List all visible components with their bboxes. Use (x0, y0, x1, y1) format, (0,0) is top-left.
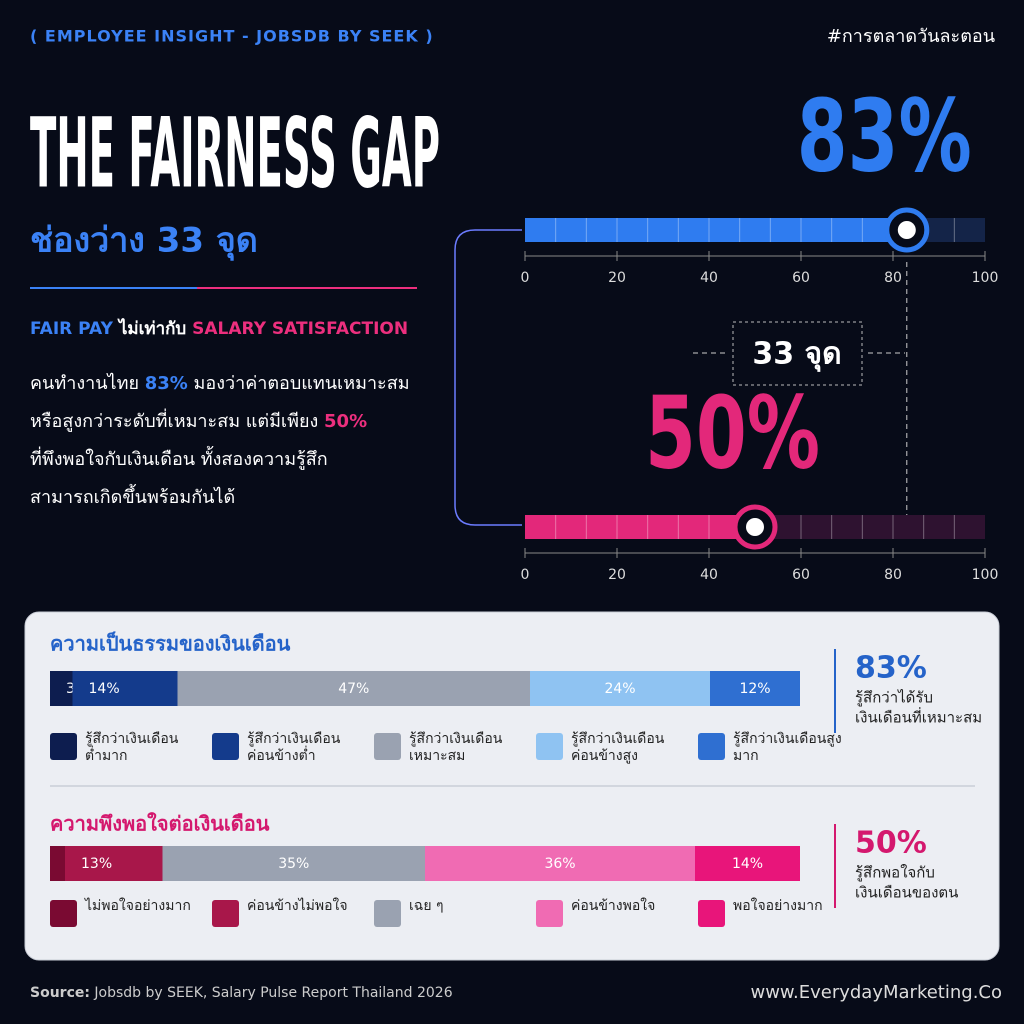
segment (65, 846, 163, 881)
body-part: มองว่าค่าตอบแทนเหมาะสม (187, 373, 410, 394)
tick-label: 0 (521, 567, 530, 583)
summary-line: รู้สึกว่าได้รับ (855, 689, 933, 707)
legend-swatch (374, 900, 401, 927)
body-part: หรือสูงกว่าระดับที่เหมาะสม แต่มีเพียง (30, 411, 325, 432)
segment (50, 671, 73, 706)
source-label: Source: (30, 985, 90, 1001)
title: THE FAIRNESS GAP (30, 97, 440, 209)
body-line: คนทำงานไทย 83% มองว่าค่าตอบแทนเหมาะสม (30, 368, 410, 397)
section-title: ความเป็นธรรมของเงินเดือน (50, 631, 291, 656)
summary-line: เงินเดือนของตน (855, 884, 958, 902)
body-line: ที่พึงพอใจกับเงินเดือน ทั้งสองความรู้สึก (30, 444, 328, 473)
summary-line: รู้สึกพอใจกับ (855, 864, 935, 882)
tick-label: 80 (884, 567, 902, 583)
legend-swatch (50, 900, 77, 927)
tick-label: 20 (608, 567, 626, 583)
gauge-dot (897, 221, 916, 239)
body-part: 83% (144, 373, 188, 394)
summary-value: 83% (855, 651, 927, 686)
segment (162, 846, 425, 881)
segment-label: 13% (81, 856, 112, 872)
gauge-fill (525, 218, 907, 242)
tagline-part: SALARY SATISFACTION (192, 319, 409, 339)
segment-label: 36% (544, 856, 575, 872)
segment (530, 671, 710, 706)
legend-label: รู้สึกว่าเงินเดือนค่อนข้างสูง (571, 731, 665, 764)
tick-label: 100 (972, 567, 999, 583)
gauge-fill (525, 515, 755, 539)
body-line: สามารถเกิดขึ้นพร้อมกันได้ (30, 482, 235, 511)
connector (454, 229, 522, 526)
legend-swatch (536, 733, 563, 760)
subtitle: ช่องว่าง 33 จุด (30, 221, 258, 262)
tick-label: 100 (972, 270, 999, 286)
gauge-value: 50% (645, 374, 820, 491)
segment-label: 47% (338, 681, 369, 697)
legend-label: ค่อนข้างไม่พอใจ (247, 898, 348, 914)
legend-label: รู้สึกว่าเงินเดือนเหมาะสม (409, 731, 503, 764)
source-text: Jobsdb by SEEK, Salary Pulse Report Thai… (94, 985, 453, 1001)
legend-swatch (698, 733, 725, 760)
body-line: หรือสูงกว่าระดับที่เหมาะสม แต่มีเพียง 50… (30, 406, 367, 435)
tagline: FAIR PAY ไม่เท่ากับ SALARY SATISFACTION (30, 315, 408, 342)
legend-label: พอใจอย่างมาก (733, 898, 823, 914)
segment (710, 671, 800, 706)
legend-swatch (212, 733, 239, 760)
body-part: 50% (324, 411, 368, 432)
segment-label: 14% (732, 856, 763, 872)
legend-swatch (698, 900, 725, 927)
tick-label: 20 (608, 270, 626, 286)
summary-line: เงินเดือนที่เหมาะสม (855, 707, 982, 727)
legend-swatch (536, 900, 563, 927)
tagline-part: FAIR PAY (30, 319, 113, 339)
legend-label: ค่อนข้างพอใจ (571, 898, 656, 914)
legend-label: รู้สึกว่าเงินเดือนค่อนข้างต่ำ (247, 731, 341, 764)
tick-label: 60 (792, 270, 810, 286)
tag: ( EMPLOYEE INSIGHT - JOBSDB BY SEEK ) (30, 27, 434, 46)
segment (72, 671, 178, 706)
gauge-dot (746, 518, 764, 536)
summary-value: 50% (855, 826, 927, 861)
tick-label: 40 (700, 567, 718, 583)
gap-label: 33 จุด (752, 337, 841, 373)
segment-label: 35% (278, 856, 309, 872)
segment (50, 846, 65, 881)
legend-swatch (374, 733, 401, 760)
hashtag: #การตลาดวันละตอน (827, 26, 995, 47)
segment (177, 671, 530, 706)
legend-label: ไม่พอใจอย่างมาก (85, 898, 191, 914)
gauge-value: 83% (797, 77, 972, 194)
section-title: ความพึงพอใจต่อเงินเดือน (50, 812, 270, 836)
segment-label: 24% (604, 681, 635, 697)
tick-label: 60 (792, 567, 810, 583)
body-part: คนทำงานไทย (30, 373, 145, 394)
body-part: ที่พึงพอใจกับเงินเดือน ทั้งสองความรู้สึก (30, 449, 328, 470)
legend-swatch (212, 900, 239, 927)
legend-swatch (50, 733, 77, 760)
tick-label: 0 (521, 270, 530, 286)
segment (425, 846, 695, 881)
body-part: สามารถเกิดขึ้นพร้อมกันได้ (30, 487, 236, 508)
segment-label: 12% (739, 681, 770, 697)
footer-source: Source: Jobsdb by SEEK, Salary Pulse Rep… (30, 985, 453, 1001)
legend-label: รู้สึกว่าเงินเดือนต่ำมาก (85, 731, 179, 764)
segment-label: 14% (89, 681, 120, 697)
tagline-part: ไม่เท่ากับ (112, 319, 193, 339)
tick-label: 40 (700, 270, 718, 286)
legend-label: เฉย ๆ (409, 898, 444, 914)
website: www.EverydayMarketing.Co (750, 982, 1002, 1003)
legend-label: รู้สึกว่าเงินเดือนสูงมาก (733, 731, 842, 764)
tick-label: 80 (884, 270, 902, 286)
segment (695, 846, 800, 881)
